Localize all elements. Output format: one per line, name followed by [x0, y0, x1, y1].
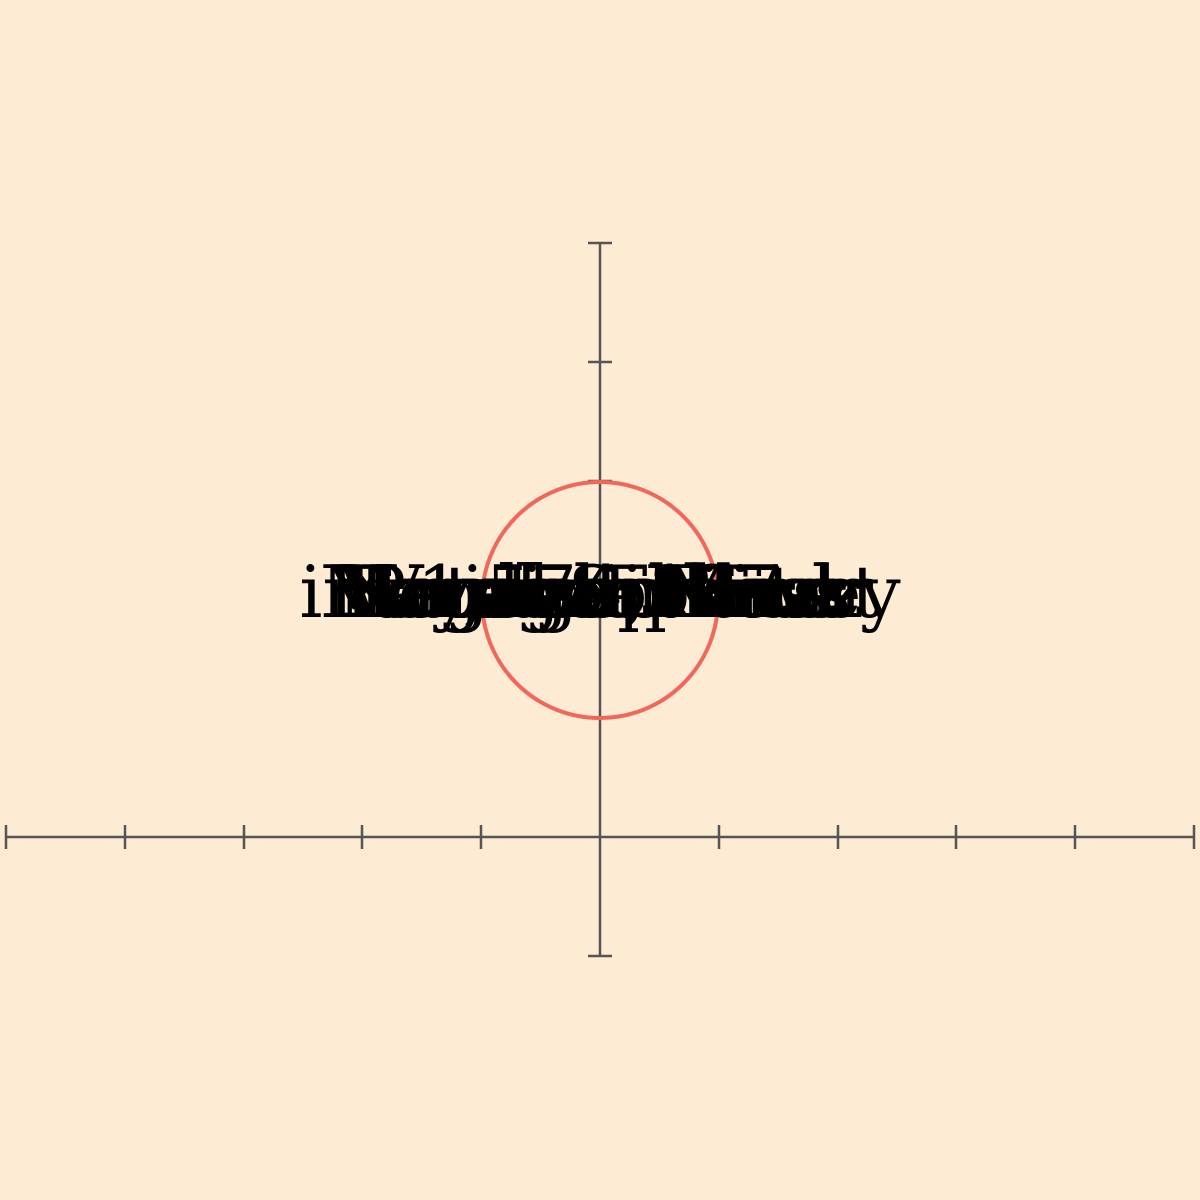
label-vanta-ethics: Vanta Ethics [370, 550, 829, 634]
x-axis-ticks [4, 825, 1196, 849]
overlapping-labels: Variable Blaze Notebook Fizz 1,574,127 P… [299, 550, 901, 634]
label-lunar-sprinter: Lunar Sprinter [327, 550, 874, 634]
label-engage-hawk: Engage Hawk [345, 550, 857, 634]
label-variable-blaze: Variable Blaze [338, 550, 862, 634]
label-number: 1,574,127 [417, 550, 783, 634]
label-paragon-pine: Paragon Pine [358, 550, 843, 634]
label-voyager-mask: Voyager Mask [341, 550, 859, 634]
label-interdisciplinary: interdisciplinary [299, 550, 901, 634]
label-notebook-fizz: Notebook Fizz [337, 550, 863, 634]
label-magnetic-frost: Magnetic Frost [320, 550, 881, 634]
unit-circle [480, 480, 720, 720]
